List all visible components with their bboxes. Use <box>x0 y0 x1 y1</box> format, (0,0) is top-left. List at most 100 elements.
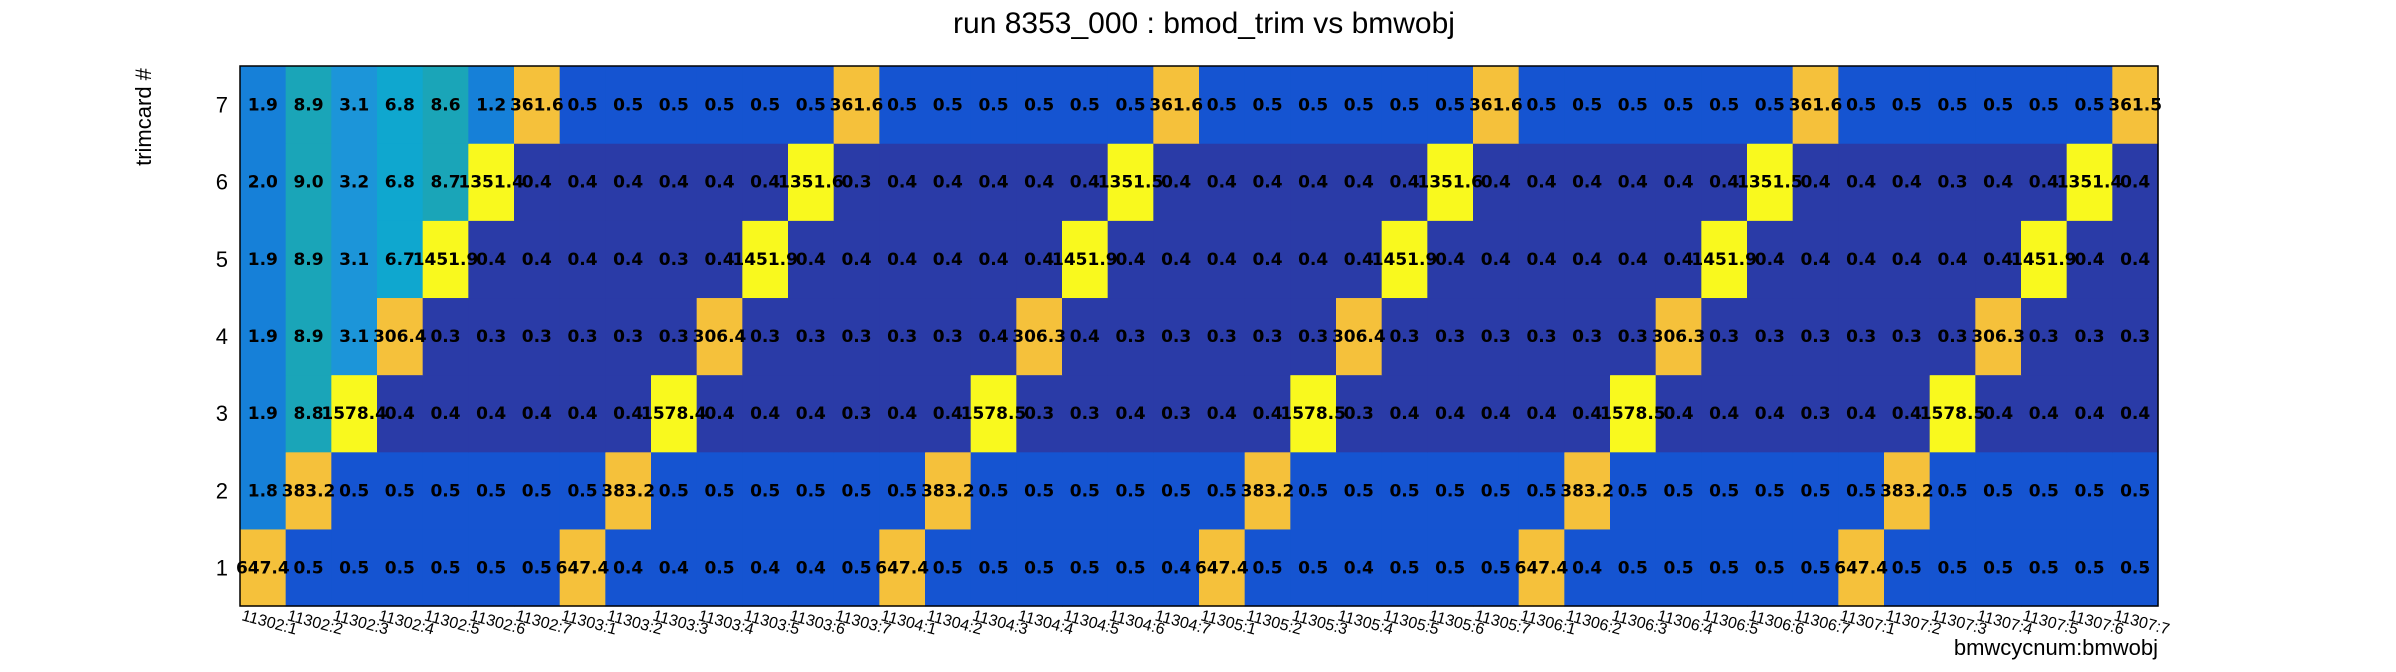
heatmap-cell <box>331 297 378 376</box>
cell-value-label: 0.5 <box>978 96 1008 116</box>
cell-value-label: 0.4 <box>1846 404 1876 424</box>
heatmap-cell-labels: 647.4 0.5 0.5 0.5 0.5 0.5 0.5 647.4 0.4 0.4 0.5 0.4… <box>236 96 2162 579</box>
heatmap-cell <box>1655 143 1702 221</box>
cell-value-label: 0.4 <box>1481 404 1511 424</box>
cell-value-label: 0.5 <box>1892 558 1922 578</box>
cell-value-label: 0.4 <box>1070 327 1100 347</box>
heatmap-cell <box>1701 528 1748 607</box>
cell-value-label: 0.5 <box>1892 96 1922 116</box>
cell-value-label: 0.4 <box>2074 250 2104 270</box>
heatmap-cell <box>422 297 469 376</box>
y-tick-label: 2 <box>216 478 228 503</box>
heatmap-cell <box>1564 66 1611 144</box>
heatmap-cell <box>1792 528 1839 607</box>
cell-value-label: 0.4 <box>841 250 871 270</box>
cell-value-label: 6.8 <box>385 173 415 193</box>
cell-value-label: 0.4 <box>704 173 734 193</box>
cell-value-label: 0.5 <box>1481 481 1511 501</box>
heatmap-cell <box>879 220 926 299</box>
heatmap-cell <box>559 451 606 530</box>
heatmap-cell <box>1244 143 1291 221</box>
heatmap-cell <box>1610 297 1657 376</box>
cell-value-label: 0.5 <box>1389 481 1419 501</box>
heatmap-cell <box>1107 66 1154 144</box>
cell-value-label: 0.3 <box>2074 327 2104 347</box>
heatmap-cell <box>925 451 972 530</box>
cell-value-label: 383.2 <box>1241 481 1295 501</box>
cell-value-label: 0.4 <box>2074 404 2104 424</box>
heatmap-cell <box>2021 143 2068 221</box>
heatmap-cell <box>605 374 652 453</box>
cell-value-label: 0.3 <box>659 250 689 270</box>
cell-value-label: 0.4 <box>933 250 963 270</box>
heatmap-cell <box>970 220 1017 299</box>
cell-value-label: 0.5 <box>476 558 506 578</box>
heatmap-cell <box>559 297 606 376</box>
heatmap-cell <box>1655 374 1702 453</box>
heatmap-cell <box>1518 220 1565 299</box>
heatmap-cell <box>240 220 287 299</box>
cell-value-label: 0.3 <box>1344 404 1374 424</box>
heatmap-cell <box>742 143 789 221</box>
cell-value-label: 0.5 <box>1663 481 1693 501</box>
cell-value-label: 0.5 <box>1435 558 1465 578</box>
heatmap-cell <box>559 66 606 144</box>
heatmap-cell <box>1655 220 1702 299</box>
heatmap-cell <box>970 297 1017 376</box>
heatmap-cell <box>2021 451 2068 530</box>
heatmap-cell <box>1655 66 1702 144</box>
heatmap-cell <box>651 451 698 530</box>
cell-value-label: 0.5 <box>339 558 369 578</box>
heatmap-cell <box>2112 220 2159 299</box>
cell-value-label: 0.5 <box>1115 558 1145 578</box>
heatmap-cell <box>1336 451 1383 530</box>
cell-value-label: 0.3 <box>1572 327 1602 347</box>
heatmap-cell <box>833 528 880 607</box>
cell-value-label: 0.3 <box>1207 327 1237 347</box>
cell-value-label: 1578.4 <box>321 404 387 424</box>
cell-value-label: 1451.9 <box>732 250 798 270</box>
heatmap-cell <box>605 528 652 607</box>
heatmap-cell <box>925 66 972 144</box>
cell-value-label: 0.5 <box>704 96 734 116</box>
cell-value-label: 0.5 <box>1298 96 1328 116</box>
cell-value-label: 0.4 <box>1755 404 1785 424</box>
heatmap-cell <box>422 220 469 299</box>
cell-value-label: 1578.5 <box>1920 404 1986 424</box>
cell-value-label: 0.4 <box>1161 173 1191 193</box>
cell-value-label: 0.4 <box>1983 173 2013 193</box>
heatmap-cell <box>468 528 515 607</box>
cell-value-label: 1.2 <box>476 96 506 116</box>
cell-value-label: 0.4 <box>796 558 826 578</box>
heatmap-cell <box>2021 528 2068 607</box>
cell-value-label: 0.3 <box>1846 327 1876 347</box>
cell-value-label: 0.3 <box>1024 404 1054 424</box>
cell-value-label: 0.5 <box>887 96 917 116</box>
cell-value-label: 0.3 <box>1161 404 1191 424</box>
cell-value-label: 0.4 <box>1207 173 1237 193</box>
cell-value-label: 0.5 <box>1709 481 1739 501</box>
heatmap-cell <box>1016 66 1063 144</box>
heatmap-cell <box>1975 297 2022 376</box>
heatmap-cell <box>2112 143 2159 221</box>
heatmap-cell <box>1518 528 1565 607</box>
heatmap-cell <box>377 297 424 376</box>
cell-value-label: 1351.4 <box>2057 173 2123 193</box>
cell-value-label: 1451.9 <box>2011 250 2077 270</box>
cell-value-label: 1351.5 <box>1098 173 1164 193</box>
heatmap-cell <box>559 528 606 607</box>
heatmap-cell <box>1153 451 1200 530</box>
y-tick-label: 4 <box>216 324 228 349</box>
heatmap-cell <box>1290 451 1337 530</box>
cell-value-label: 0.4 <box>1572 250 1602 270</box>
heatmap-cell <box>514 451 561 530</box>
cell-value-label: 0.3 <box>750 327 780 347</box>
cell-value-label: 0.4 <box>1344 250 1374 270</box>
heatmap-cell <box>331 143 378 221</box>
heatmap-cell <box>1381 451 1428 530</box>
cell-value-label: 0.3 <box>1070 404 1100 424</box>
y-axis-title: trimcard # <box>131 67 156 166</box>
cell-value-label: 0.4 <box>567 173 597 193</box>
cell-value-label: 8.9 <box>293 250 323 270</box>
heatmap-cell <box>1929 374 1976 453</box>
